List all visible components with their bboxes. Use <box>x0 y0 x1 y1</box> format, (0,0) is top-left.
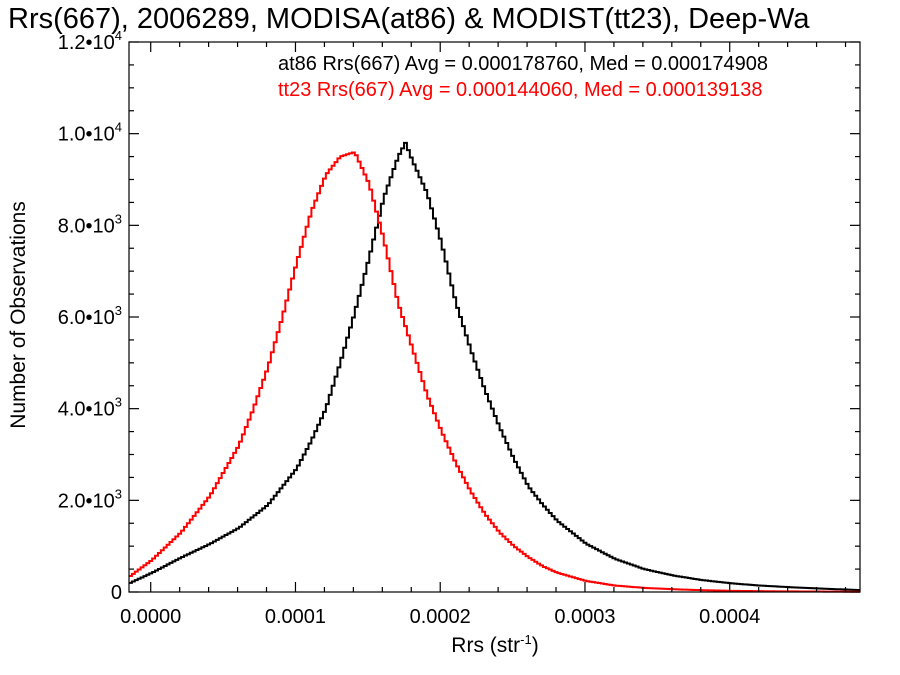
series-1-line <box>129 141 860 592</box>
y-tick-label: 1.2•104 <box>58 28 122 54</box>
series-2-line <box>129 151 860 593</box>
x-axis-label-sup: -1 <box>520 632 532 647</box>
y-tick-label: 6.0•103 <box>58 303 122 329</box>
x-axis-label-end: ) <box>532 634 539 657</box>
y-tick-label: 8.0•103 <box>58 211 122 237</box>
y-axis-label: Number of Observations <box>7 201 30 429</box>
annotation-at86: at86 Rrs(667) Avg = 0.000178760, Med = 0… <box>278 53 768 75</box>
y-tick-label: 2.0•103 <box>58 486 122 512</box>
y-tick-label: 4.0•103 <box>58 395 122 421</box>
plot-frame <box>128 41 861 593</box>
x-tick-label: 0.0003 <box>554 606 615 628</box>
ticks-layer: 0.0000 0.0001 0.0002 0.0003 0.0004 0 2.0•103 4.… <box>58 28 860 628</box>
annotation-tt23: tt23 Rrs(667) Avg = 0.000144060, Med = 0… <box>278 79 762 101</box>
series-1 <box>129 141 860 592</box>
y-tick-label: 1.0•104 <box>58 120 122 146</box>
x-tick-label: 0.0001 <box>265 606 326 628</box>
series-layer <box>129 141 860 593</box>
x-tick-label: 0.0000 <box>120 606 181 628</box>
x-axis-label-text: Rrs (str <box>451 634 520 657</box>
y-tick-label: 0 <box>111 582 122 604</box>
x-axis-label: Rrs (str-1) <box>451 632 538 657</box>
series-2 <box>129 151 860 593</box>
x-tick-label: 0.0004 <box>699 606 760 628</box>
x-tick-label: 0.0002 <box>410 606 471 628</box>
chart-title: Rrs(667), 2006289, MODISA(at86) & MODIST… <box>8 3 810 35</box>
